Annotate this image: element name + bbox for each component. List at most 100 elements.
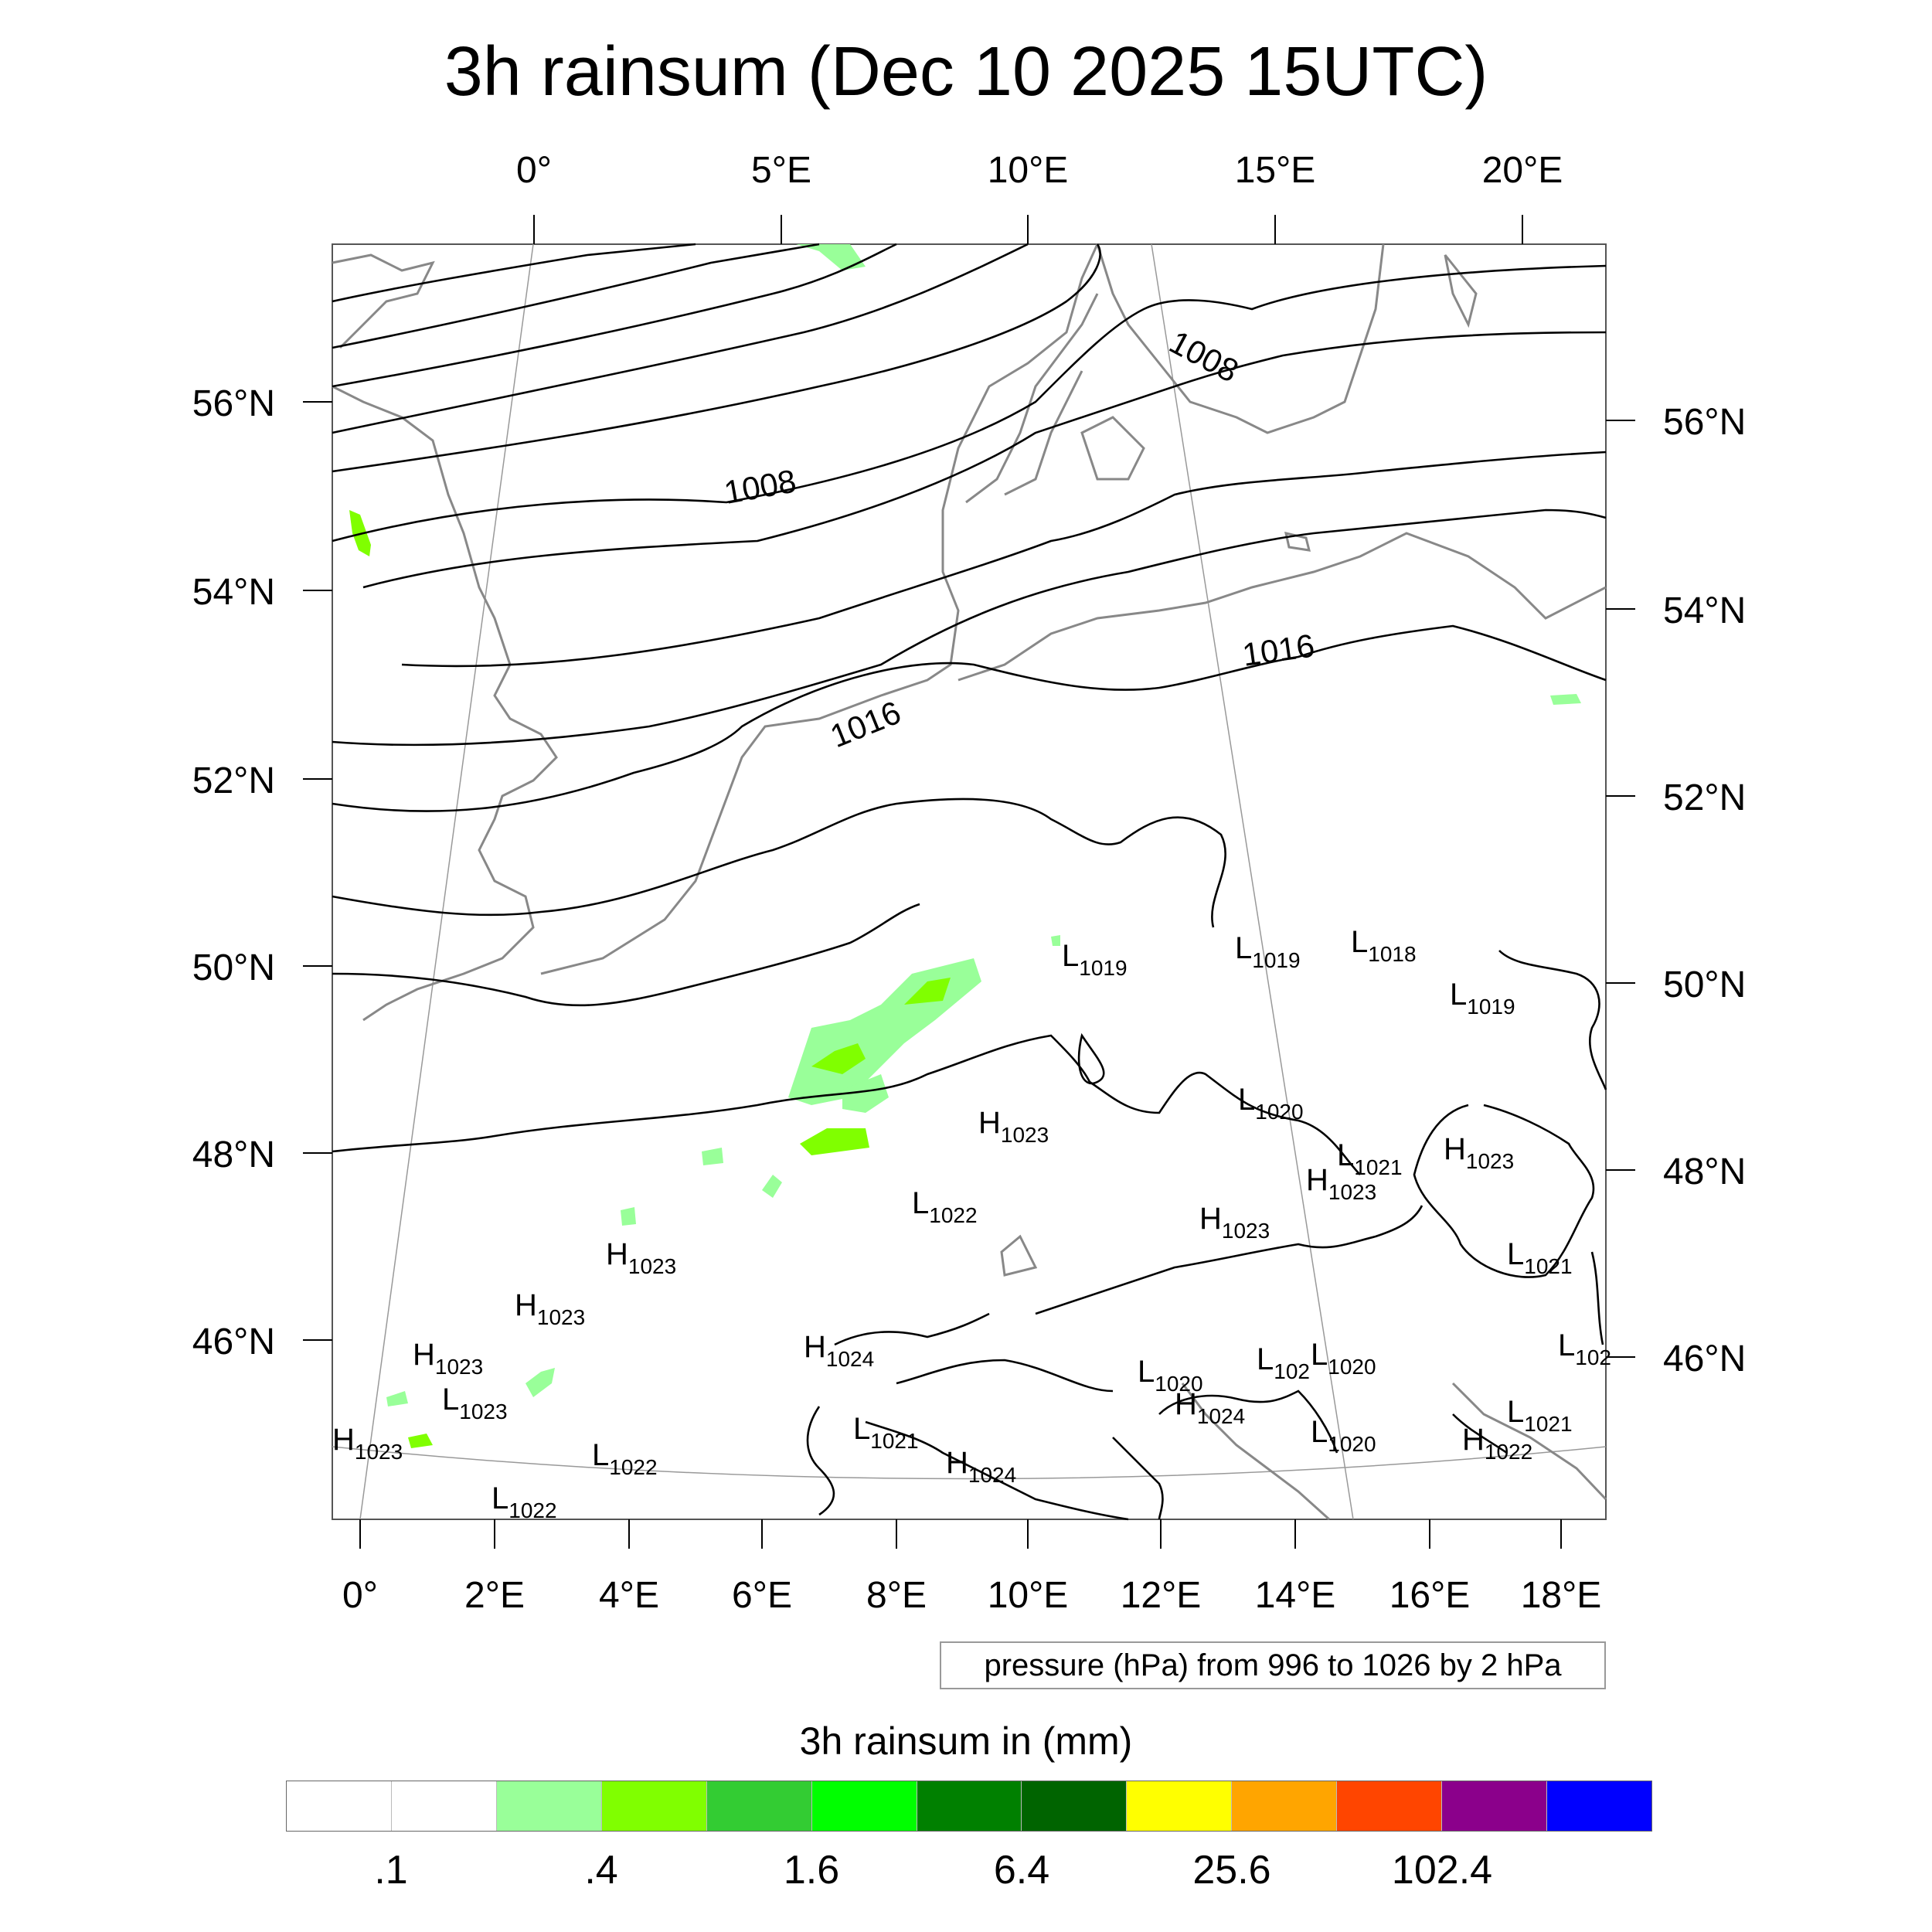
isobar bbox=[332, 243, 696, 303]
bottom-lon-label: 10°E bbox=[988, 1575, 1069, 1616]
colorbar-label: 6.4 bbox=[993, 1848, 1050, 1893]
colorbar-swatch bbox=[287, 1781, 392, 1831]
pressure-center-label: L1019 bbox=[1235, 931, 1301, 972]
isobar bbox=[896, 1359, 1114, 1393]
coastline-continent bbox=[540, 243, 1099, 975]
colorbar-swatch bbox=[1127, 1781, 1233, 1831]
pressure-center-label: H1023 bbox=[1306, 1163, 1376, 1204]
pressure-center-label: L1021 bbox=[853, 1412, 919, 1453]
pressure-center-label: L1023 bbox=[442, 1383, 508, 1423]
right-lat-label: 50°N bbox=[1663, 964, 1746, 1005]
coastline-bornholm bbox=[1284, 532, 1311, 552]
colorbar bbox=[286, 1781, 1652, 1832]
colorbar-swatch bbox=[1022, 1781, 1128, 1831]
pressure-center-label: H1023 bbox=[413, 1338, 483, 1379]
top-lon-label: 15°E bbox=[1235, 150, 1316, 191]
colorbar-label: .4 bbox=[584, 1848, 618, 1893]
left-lat-label: 56°N bbox=[192, 383, 275, 424]
pressure-center-label: L1022 bbox=[492, 1481, 557, 1522]
isobar bbox=[332, 243, 897, 388]
pressure-center-label: L1020 bbox=[1311, 1415, 1376, 1456]
bottom-lon-axis: 0° 2°E 4°E 6°E 8°E 10°E 12°E 14°E 16°E 1… bbox=[342, 1519, 1601, 1616]
rain-area bbox=[386, 1391, 408, 1406]
colorbar-swatch bbox=[811, 1781, 917, 1831]
map-title: 3h rainsum (Dec 10 2025 15UTC) bbox=[444, 33, 1488, 111]
pressure-center-label: L1021 bbox=[1507, 1395, 1573, 1436]
bottom-lon-label: 0° bbox=[342, 1575, 378, 1616]
isobar bbox=[1590, 1251, 1604, 1345]
isobar bbox=[332, 243, 1101, 473]
isobar bbox=[332, 798, 1226, 928]
pressure-center-label: L1021 bbox=[1337, 1138, 1403, 1179]
right-lat-label: 48°N bbox=[1663, 1151, 1746, 1192]
right-lat-label: 56°N bbox=[1663, 402, 1746, 443]
colorbar-swatch bbox=[1442, 1781, 1548, 1831]
rain-area bbox=[408, 1434, 433, 1448]
top-lon-label: 10°E bbox=[988, 150, 1069, 191]
isobar bbox=[1158, 1389, 1338, 1454]
colorbar-swatch bbox=[1337, 1781, 1443, 1831]
coastline-britain-east bbox=[332, 253, 558, 1022]
bottom-lon-label: 8°E bbox=[866, 1575, 927, 1616]
coastline-adriatic bbox=[1181, 1382, 1607, 1521]
pressure-center-label: H1022 bbox=[1462, 1423, 1532, 1464]
bottom-lon-label: 14°E bbox=[1255, 1575, 1336, 1616]
pressure-center-label: H1024 bbox=[804, 1330, 874, 1371]
pressure-center-label: H1023 bbox=[515, 1288, 585, 1329]
rain-areas bbox=[349, 244, 1581, 1448]
isobar bbox=[332, 264, 1607, 543]
isobar bbox=[1452, 1413, 1508, 1454]
left-lat-label: 46°N bbox=[192, 1321, 275, 1362]
rain-area bbox=[842, 1074, 889, 1113]
bottom-lon-label: 4°E bbox=[599, 1575, 659, 1616]
right-lat-label: 54°N bbox=[1663, 590, 1746, 631]
colorbar-swatch bbox=[917, 1781, 1022, 1831]
colorbar-label: 1.6 bbox=[783, 1848, 840, 1893]
top-lon-label: 20°E bbox=[1482, 150, 1563, 191]
colorbar-swatch bbox=[601, 1781, 707, 1831]
pressure-info-box: pressure (hPa) from 996 to 1026 by 2 hPa bbox=[940, 1641, 1606, 1689]
isobar bbox=[401, 451, 1607, 668]
isobar bbox=[1413, 1104, 1595, 1278]
bottom-lon-label: 18°E bbox=[1521, 1575, 1602, 1616]
pressure-center-label: L1019 bbox=[1450, 978, 1515, 1019]
rain-area bbox=[762, 1175, 782, 1198]
rain-area bbox=[800, 1128, 869, 1155]
pressure-center-label: H1024 bbox=[946, 1446, 1016, 1487]
left-lat-label: 50°N bbox=[192, 947, 275, 988]
colorbar-swatch bbox=[1232, 1781, 1338, 1831]
left-lat-label: 54°N bbox=[192, 572, 275, 613]
pressure-center-label: H1024 bbox=[1175, 1387, 1245, 1428]
pressure-center-label: L1022 bbox=[912, 1186, 978, 1227]
bottom-lon-label: 2°E bbox=[464, 1575, 525, 1616]
isobar bbox=[362, 331, 1607, 589]
top-lon-axis: 0° 5°E 10°E 15°E 20°E bbox=[516, 150, 1563, 244]
isobar bbox=[806, 1406, 835, 1516]
pressure-center-label: L1022 bbox=[592, 1438, 658, 1479]
isobar bbox=[332, 624, 1607, 812]
colorbar-swatch bbox=[391, 1781, 497, 1831]
pressure-center-label: L102 bbox=[1558, 1328, 1611, 1369]
isobar bbox=[1498, 950, 1607, 1090]
top-lon-label: 0° bbox=[516, 150, 552, 191]
rain-area bbox=[1550, 694, 1581, 705]
pressure-center-label: L1018 bbox=[1351, 925, 1417, 966]
rain-area bbox=[904, 978, 951, 1005]
pressure-center-label: L1020 bbox=[1138, 1355, 1203, 1396]
coastline-baltic-south bbox=[957, 532, 1607, 682]
right-lat-label: 52°N bbox=[1663, 777, 1746, 818]
isobar bbox=[1112, 1437, 1164, 1520]
left-lat-axis: 56°N 54°N 52°N 50°N 48°N 46°N bbox=[192, 383, 332, 1362]
isobar bbox=[332, 243, 1029, 434]
isobar bbox=[332, 903, 920, 1007]
isobar bbox=[1035, 1205, 1423, 1315]
rain-area bbox=[796, 244, 866, 270]
isobar bbox=[332, 1034, 1361, 1175]
rain-area bbox=[702, 1148, 723, 1165]
pressure-center-label: H1023 bbox=[606, 1237, 676, 1278]
pressure-center-label: L102 bbox=[1257, 1342, 1310, 1383]
rain-area bbox=[1051, 935, 1060, 946]
lake-outline bbox=[1000, 1234, 1038, 1277]
coastline-gotland bbox=[1444, 254, 1478, 328]
